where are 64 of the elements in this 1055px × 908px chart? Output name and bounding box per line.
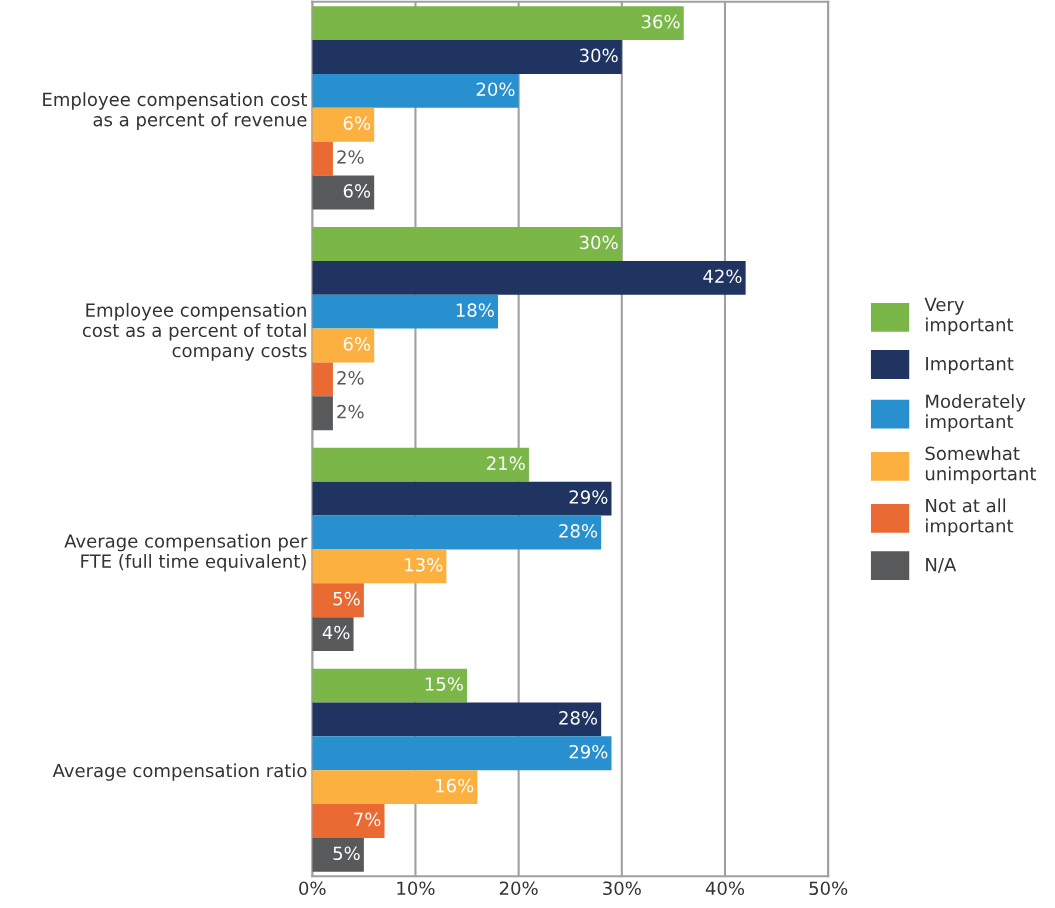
data-label: 29% — [569, 744, 608, 759]
bar — [312, 583, 364, 618]
data-label: 13% — [405, 557, 443, 572]
data-label: 28% — [559, 711, 598, 725]
data-label: 5% — [333, 846, 360, 861]
data-label: 28% — [559, 524, 598, 538]
y-tick-label: Average compensation per FTE (full time equivalent) — [64, 533, 308, 572]
legend-label: Somewhat unimportant — [925, 446, 1037, 484]
bar — [312, 481, 612, 516]
data-label: 30% — [579, 48, 618, 63]
y-tick-label: Employee compensation cost as a percent of total company costs — [82, 302, 307, 361]
bar — [312, 770, 478, 805]
bar — [312, 362, 333, 397]
legend-label: Not at all important — [926, 498, 1014, 537]
bar — [312, 736, 612, 771]
data-label: 20% — [476, 82, 515, 97]
bar — [312, 227, 622, 261]
data-label: 16% — [436, 778, 474, 793]
data-label: 2% — [337, 404, 364, 419]
x-tick-label: 10% — [397, 881, 435, 896]
data-label: 5% — [333, 591, 360, 606]
bar — [312, 837, 364, 872]
bar — [312, 328, 375, 363]
bar — [312, 73, 519, 108]
data-label: 6% — [343, 116, 371, 130]
data-label: 18% — [456, 303, 494, 317]
legend-label: Very important — [924, 297, 1014, 335]
bar — [312, 549, 447, 584]
data-label: 36% — [641, 14, 680, 29]
bar — [312, 447, 529, 482]
y-tick-label: Average compensation ratio — [52, 763, 307, 781]
bar — [312, 6, 684, 41]
data-label: 2% — [337, 370, 364, 385]
data-label: 42% — [703, 269, 742, 284]
x-tick-label: 0% — [299, 881, 326, 896]
data-label: 4% — [322, 625, 350, 640]
data-label: 7% — [354, 812, 381, 827]
bar — [312, 668, 468, 703]
legend-label: Important — [926, 357, 1014, 374]
bar — [312, 260, 746, 295]
data-label: 29% — [569, 490, 608, 504]
x-tick-label: 40% — [705, 881, 745, 896]
bar — [312, 515, 602, 550]
bar — [312, 702, 602, 737]
bar — [312, 804, 385, 838]
data-label: 21% — [487, 456, 525, 471]
bar — [312, 175, 375, 210]
bar — [312, 107, 375, 142]
data-label: 6% — [343, 337, 371, 351]
bar — [312, 294, 498, 329]
data-label: 2% — [337, 150, 364, 164]
x-tick-label: 50% — [809, 881, 848, 896]
data-label: 15% — [425, 677, 463, 691]
data-label: 6% — [343, 184, 371, 198]
x-tick-label: 20% — [499, 881, 538, 896]
bar — [312, 141, 333, 176]
bar — [312, 396, 333, 431]
data-label: 30% — [579, 235, 618, 250]
legend-label: N/A — [926, 558, 957, 573]
y-tick-label: Employee compensation cost as a percent of revenue — [43, 92, 307, 130]
bar — [312, 40, 622, 74]
x-tick-label: 30% — [603, 881, 641, 896]
bar — [312, 617, 354, 651]
legend-label: Moderately important — [926, 394, 1026, 432]
